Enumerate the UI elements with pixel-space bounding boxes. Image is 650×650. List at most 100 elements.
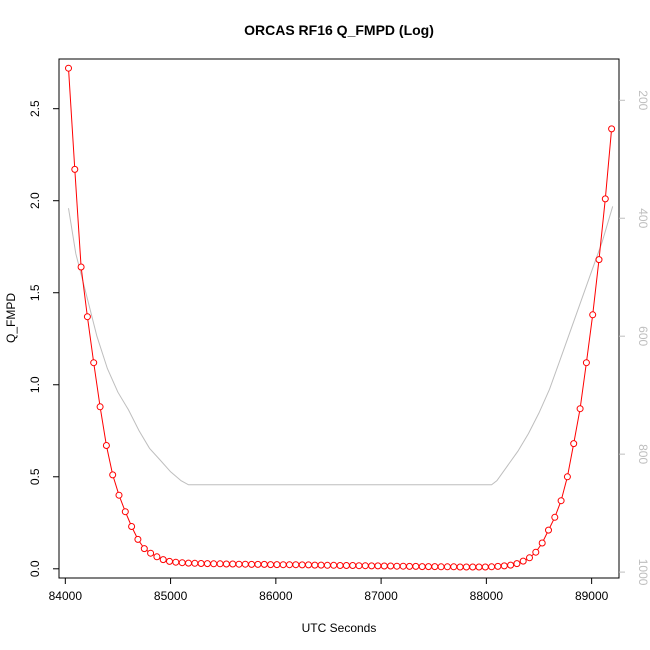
q-fmpd-point <box>197 560 205 567</box>
q-fmpd-point <box>235 560 243 568</box>
q-fmpd-point <box>65 64 72 72</box>
q-fmpd-point <box>526 554 533 562</box>
q-fmpd-point <box>159 556 167 564</box>
q-fmpd-point <box>323 561 331 569</box>
y-axis-label: Q_FMPD <box>4 293 18 343</box>
q-fmpd-point <box>83 313 91 321</box>
q-fmpd-point <box>254 560 262 568</box>
q-fmpd-point <box>109 471 117 479</box>
q-fmpd-point <box>519 557 527 565</box>
q-fmpd-point <box>507 561 515 569</box>
q-fmpd-point <box>185 559 192 567</box>
q-fmpd-point <box>248 560 256 568</box>
q-fmpd-point <box>147 549 155 557</box>
q-fmpd-point <box>380 562 388 570</box>
q-fmpd-point <box>399 562 407 570</box>
q-fmpd-point <box>374 562 382 570</box>
q-fmpd-point <box>166 557 173 565</box>
q-fmpd-point <box>557 497 565 505</box>
q-fmpd-line <box>68 68 613 568</box>
q-fmpd-point <box>450 563 458 571</box>
q-fmpd-point <box>102 442 110 449</box>
q-fmpd-point <box>134 535 142 543</box>
q-fmpd-point <box>349 562 357 569</box>
x-tick-label: 87000 <box>364 589 398 603</box>
q-fmpd-point <box>336 562 344 569</box>
q-fmpd-point <box>241 560 249 568</box>
q-fmpd-point <box>481 563 489 571</box>
y-tick-label: 1.5 <box>28 284 42 301</box>
q-fmpd-point <box>121 508 129 516</box>
y-tick-label: 1.0 <box>28 376 42 393</box>
q-fmpd-point <box>71 165 79 173</box>
x-axis-label: UTC Seconds <box>302 621 377 635</box>
q-fmpd-point <box>431 563 439 571</box>
y2-tick-label: 200 <box>636 90 650 110</box>
x-tick-label: 84000 <box>49 589 83 603</box>
y-axis: 0.0 0.5 1.0 1.5 2.0 2.5 <box>28 100 59 577</box>
y-tick-label: 0.5 <box>28 468 42 485</box>
q-fmpd-point <box>96 403 104 411</box>
q-fmpd-point <box>229 560 237 568</box>
q-fmpd-point <box>469 563 477 571</box>
secondary-y-axis: 200 400 600 800 1000 <box>619 90 650 586</box>
q-fmpd-point <box>443 563 451 571</box>
q-fmpd-point <box>273 561 281 569</box>
q-fmpd-point <box>412 562 420 570</box>
q-fmpd-point <box>286 561 293 569</box>
chart-title: ORCAS RF16 Q_FMPD (Log) <box>244 22 434 38</box>
q-fmpd-point <box>305 561 312 569</box>
series-layer <box>65 64 616 571</box>
q-fmpd-point <box>342 562 350 569</box>
q-fmpd-point <box>368 562 376 570</box>
q-fmpd-point <box>576 405 584 413</box>
q-fmpd-point <box>494 562 502 570</box>
q-fmpd-point <box>456 563 464 571</box>
q-fmpd-point <box>317 561 325 569</box>
q-fmpd-point <box>191 559 199 567</box>
q-fmpd-point <box>425 563 432 571</box>
x-axis: 84000 85000 86000 87000 88000 89000 <box>49 578 609 603</box>
q-fmpd-point <box>216 560 224 568</box>
y2-tick-label: 600 <box>636 326 650 346</box>
q-fmpd-point <box>513 560 521 568</box>
q-fmpd-point <box>115 491 123 499</box>
q-fmpd-point <box>500 562 508 570</box>
q-fmpd-point <box>387 562 395 570</box>
q-fmpd-point <box>437 563 445 571</box>
q-fmpd-point <box>601 195 609 203</box>
q-fmpd-point <box>90 359 98 367</box>
y-tick-label: 2.0 <box>28 192 42 209</box>
y-tick-label: 2.5 <box>28 100 42 117</box>
x-tick-label: 89000 <box>575 589 609 603</box>
q-fmpd-point <box>140 545 148 553</box>
q-fmpd-point <box>279 561 287 569</box>
x-tick-label: 88000 <box>470 589 504 603</box>
q-fmpd-point <box>595 256 603 264</box>
y-tick-label: 0.0 <box>28 560 42 577</box>
x-tick-label: 86000 <box>259 589 293 603</box>
y2-tick-label: 1000 <box>636 559 650 586</box>
q-fmpd-point <box>267 561 275 569</box>
q-fmpd-point <box>475 563 483 571</box>
y2-tick-label: 400 <box>636 208 650 228</box>
q-fmpd-point <box>418 563 426 571</box>
q-fmpd-point <box>406 562 413 570</box>
q-fmpd-point <box>292 561 300 569</box>
q-fmpd-point <box>589 311 597 319</box>
q-fmpd-point <box>355 562 363 570</box>
q-fmpd-point <box>361 562 369 570</box>
q-fmpd-point <box>551 513 559 521</box>
q-fmpd-point <box>393 562 401 570</box>
q-fmpd-point <box>538 539 546 547</box>
q-fmpd-point <box>582 359 590 367</box>
q-fmpd-point <box>462 563 470 571</box>
q-fmpd-point <box>222 560 230 568</box>
q-fmpd-point <box>298 561 306 569</box>
q-fmpd-point <box>311 561 319 569</box>
q-fmpd-point <box>172 558 180 566</box>
q-fmpd-point <box>153 553 161 561</box>
altitude-line <box>68 206 614 486</box>
q-fmpd-point <box>210 560 218 568</box>
